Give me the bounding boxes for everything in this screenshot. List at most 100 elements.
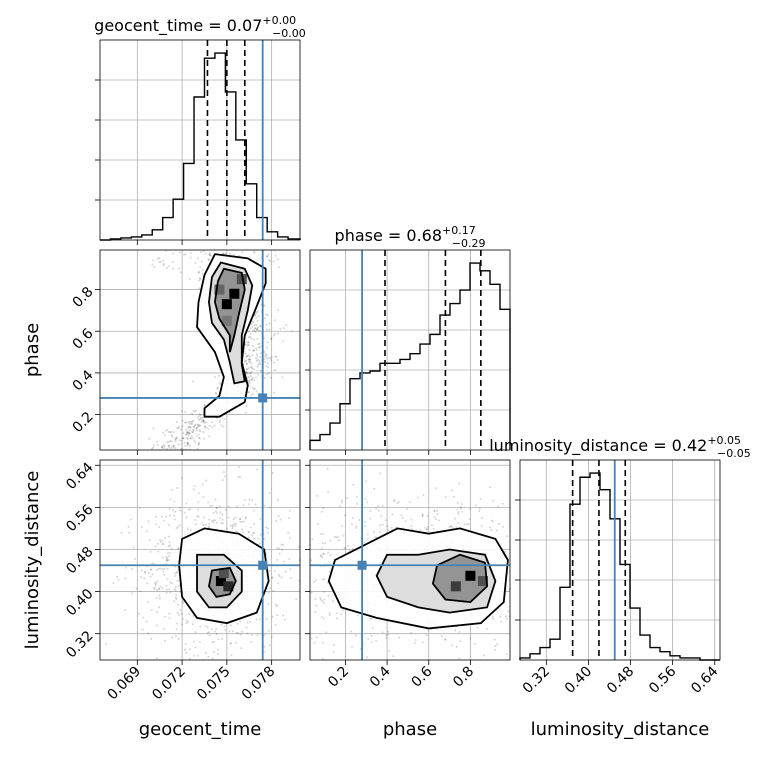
sample-point (172, 509, 175, 512)
sample-point (166, 441, 169, 444)
sample-point (626, 523, 628, 525)
sample-point (281, 376, 284, 379)
sample-point (521, 674, 523, 676)
title-geocent_time-minus: −0.00 (272, 27, 306, 40)
sample-point (170, 547, 173, 550)
sample-point (224, 508, 227, 511)
sample-point (166, 552, 169, 555)
sample-point (208, 634, 211, 637)
sample-point (451, 489, 454, 492)
sample-point (145, 530, 148, 533)
sample-point (198, 428, 201, 431)
sample-point (208, 522, 211, 525)
sample-point (263, 377, 266, 380)
sample-point (171, 435, 174, 438)
sample-point (451, 526, 454, 529)
sample-point (186, 430, 189, 433)
sample-point (381, 505, 384, 508)
sample-point (301, 665, 303, 667)
sample-point (285, 581, 287, 583)
sample-point (192, 428, 195, 431)
sample-point (176, 421, 179, 424)
sample-point (501, 525, 504, 528)
sample-point (208, 254, 211, 257)
sample-point (351, 547, 354, 550)
sample-point (160, 260, 163, 263)
sample-point (219, 383, 222, 386)
sample-point (280, 543, 283, 546)
sample-point (192, 640, 195, 643)
sample-point (380, 515, 383, 518)
sample-point (276, 614, 279, 617)
sample-point (256, 358, 259, 361)
sample-point (196, 257, 199, 260)
sample-point (579, 540, 581, 542)
sample-point (144, 570, 147, 573)
sample-point (153, 588, 156, 591)
sample-point (156, 580, 159, 583)
sample-point (192, 429, 195, 432)
sample-point (169, 544, 172, 547)
sample-point (269, 615, 271, 617)
sample-point (208, 424, 211, 427)
sample-point (246, 368, 249, 371)
sample-point (247, 357, 250, 360)
sample-point (448, 526, 451, 529)
sample-point (174, 440, 177, 443)
sample-point (143, 577, 146, 580)
sample-point (270, 356, 273, 359)
sample-point (179, 509, 182, 512)
sample-point (191, 437, 194, 440)
sample-point (602, 608, 604, 610)
sample-point (464, 455, 466, 457)
sample-point (243, 359, 246, 362)
sample-point (158, 594, 161, 597)
sample-point (145, 620, 148, 623)
sample-point (194, 423, 197, 426)
sample-point (185, 622, 188, 625)
sample-point (329, 553, 332, 556)
sample-point (245, 368, 248, 371)
sample-point (255, 352, 258, 355)
sample-point (150, 667, 152, 669)
sample-point (193, 484, 196, 487)
sample-point (426, 514, 429, 517)
sample-point (187, 612, 190, 615)
sample-point (205, 651, 208, 654)
sample-point (172, 446, 175, 449)
sample-point (276, 358, 279, 361)
sample-point (231, 527, 234, 530)
sample-point (289, 567, 292, 570)
contour-line-2 (214, 267, 246, 353)
sample-point (197, 501, 200, 504)
sample-point (169, 581, 172, 584)
panel-2d-geocent_time-phase: 0.2 0.4 0.6 0.8 (70, 249, 301, 455)
sample-point (406, 508, 409, 511)
sample-point (198, 640, 201, 643)
sample-point (166, 578, 169, 581)
sample-point (204, 252, 207, 255)
sample-point (437, 519, 440, 522)
sample-point (207, 258, 210, 261)
sample-point (458, 630, 461, 633)
sample-point (329, 539, 332, 542)
sample-point (185, 651, 188, 654)
sample-point (259, 533, 262, 536)
sample-point (422, 494, 425, 497)
sample-point (566, 592, 568, 594)
sample-point (244, 343, 247, 346)
sample-point (162, 431, 165, 434)
sample-point (278, 547, 281, 550)
sample-point (277, 522, 279, 524)
sample-point (245, 359, 248, 362)
contour-fill-2 (432, 554, 488, 603)
sample-point (184, 410, 187, 413)
sample-point (247, 367, 250, 370)
sample-point (532, 583, 534, 585)
sample-point (363, 520, 366, 523)
sample-point (179, 448, 182, 450)
sample-point (210, 254, 213, 257)
sample-point (270, 359, 273, 362)
sample-point (293, 684, 295, 686)
sample-point (210, 628, 213, 631)
